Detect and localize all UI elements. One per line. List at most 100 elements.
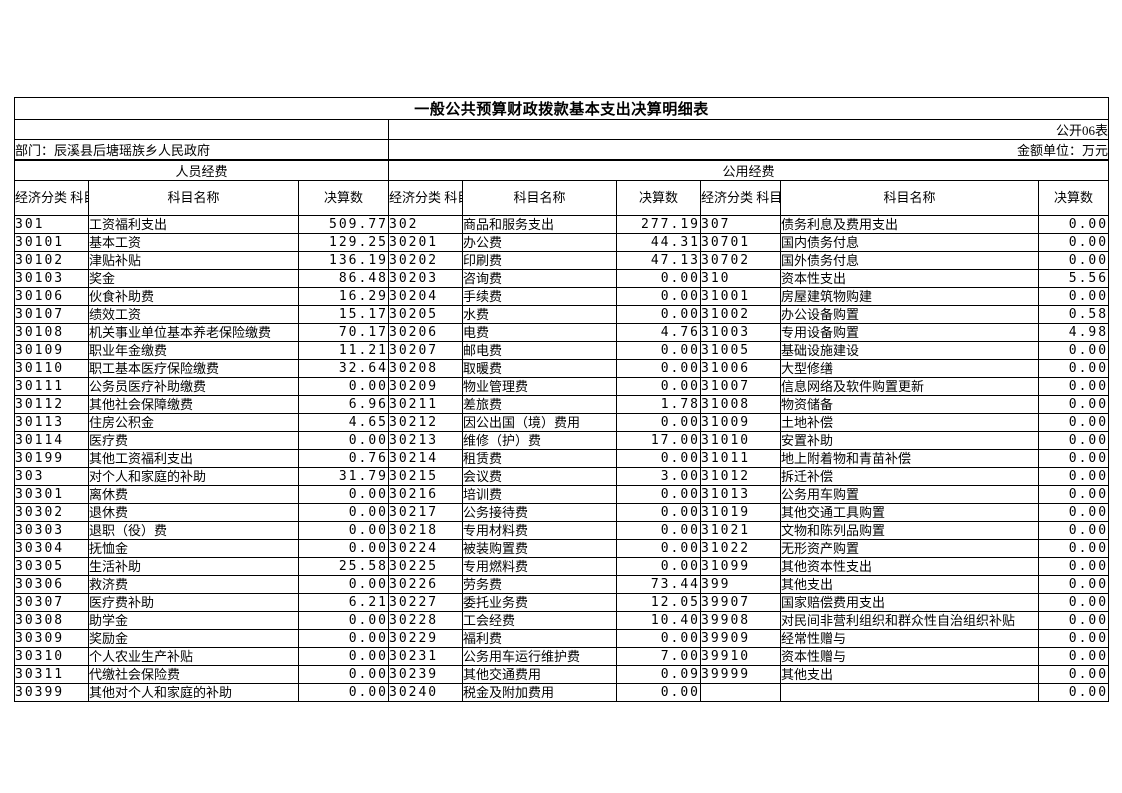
column-header-name: 科目名称 (88, 180, 299, 216)
cell-value: 0.00 (616, 269, 701, 288)
cell-code: 30307 (14, 593, 89, 612)
cell-name: 培训费 (462, 485, 617, 504)
department-label: 部门：辰溪县后塘瑶族乡人民政府 (14, 139, 389, 161)
cell-code: 30218 (388, 521, 463, 540)
cell-code: 30240 (388, 683, 463, 702)
cell-name: 委托业务费 (462, 593, 617, 612)
cell-value: 0.00 (1037, 215, 1110, 234)
cell-value: 0.00 (1037, 521, 1110, 540)
cell-name: 抚恤金 (88, 539, 299, 558)
cell-name: 公务员医疗补助缴费 (88, 377, 299, 396)
cell-code: 30309 (14, 629, 89, 648)
table-row: 30113 住房公积金 4.65 30212 因公出国（境）费用 0.00 31009 土地补… (14, 413, 1110, 432)
cell-value: 0.00 (1037, 413, 1110, 432)
cell-code: 310 (700, 269, 781, 288)
cell-value: 44.31 (616, 233, 701, 252)
cell-value: 129.25 (298, 233, 389, 252)
column-header-value: 决算数 (1037, 180, 1110, 216)
cell-name: 安置补助 (780, 431, 1039, 450)
cell-name: 其他工资福利支出 (88, 449, 299, 468)
cell-name: 专用材料费 (462, 521, 617, 540)
cell-code: 39907 (700, 593, 781, 612)
cell-value: 0.00 (616, 539, 701, 558)
cell-value: 0.00 (1037, 251, 1110, 270)
cell-value: 31.79 (298, 467, 389, 486)
table-row: 30302 退休费 0.00 30217 公务接待费 0.00 31019 其他交通工具购置 0… (14, 503, 1110, 522)
cell-code: 30214 (388, 449, 463, 468)
table-code-label: 公开06表 (387, 119, 1110, 140)
cell-code: 30204 (388, 287, 463, 306)
cell-value: 0.00 (616, 449, 701, 468)
cell-value: 0.00 (616, 485, 701, 504)
column-header-code: 经济分类 科目编码 (388, 180, 463, 216)
cell-name: 其他资本性支出 (780, 557, 1039, 576)
cell-name: 助学金 (88, 611, 299, 630)
cell-name: 债务利息及费用支出 (780, 215, 1039, 234)
cell-value: 0.00 (298, 575, 389, 594)
cell-name: 专用燃料费 (462, 557, 617, 576)
cell-name: 资本性赠与 (780, 647, 1039, 666)
cell-value: 0.00 (616, 629, 701, 648)
cell-name: 职工基本医疗保险缴费 (88, 359, 299, 378)
cell-name: 电费 (462, 323, 617, 342)
cell-code: 30110 (14, 359, 89, 378)
cell-name: 基础设施建设 (780, 341, 1039, 360)
cell-code: 30106 (14, 287, 89, 306)
cell-name: 对民间非营利组织和群众性自治组织补贴 (780, 611, 1039, 630)
cell-code: 30310 (14, 647, 89, 666)
cell-code: 30206 (388, 323, 463, 342)
cell-code: 301 (14, 215, 89, 234)
cell-name: 个人农业生产补贴 (88, 647, 299, 666)
cell-name: 商品和服务支出 (462, 215, 617, 234)
group-header-row: 人员经费 公用经费 (14, 159, 1110, 181)
cell-code: 30207 (388, 341, 463, 360)
cell-code: 30305 (14, 557, 89, 576)
table-row: 30304 抚恤金 0.00 30224 被装购置费 0.00 31022 无形资产购置 0.0… (14, 539, 1110, 558)
cell-value: 5.56 (1037, 269, 1110, 288)
cell-value: 0.00 (616, 683, 701, 702)
cell-code: 30227 (388, 593, 463, 612)
cell-value: 16.29 (298, 287, 389, 306)
cell-name: 差旅费 (462, 395, 617, 414)
table-row: 30303 退职（役）费 0.00 30218 专用材料费 0.00 31021 文物和陈列品… (14, 521, 1110, 540)
table-row: 30101 基本工资 129.25 30201 办公费 44.31 30701 国内债务付息 0… (14, 233, 1110, 252)
cell-value: 0.00 (1037, 665, 1110, 684)
cell-name: 救济费 (88, 575, 299, 594)
cell-value: 0.00 (616, 341, 701, 360)
cell-name: 国内债务付息 (780, 233, 1039, 252)
cell-value: 0.00 (298, 611, 389, 630)
cell-code: 30108 (14, 323, 89, 342)
cell-value: 0.00 (298, 647, 389, 666)
table-row: 30301 离休费 0.00 30216 培训费 0.00 31013 公务用车购置 0.00 (14, 485, 1110, 504)
cell-code (700, 683, 781, 702)
cell-code: 30311 (14, 665, 89, 684)
cell-name: 其他社会保障缴费 (88, 395, 299, 414)
cell-value: 0.00 (298, 683, 389, 702)
cell-value: 10.40 (616, 611, 701, 630)
cell-code: 30211 (388, 395, 463, 414)
cell-name: 文物和陈列品购置 (780, 521, 1039, 540)
cell-name: 房屋建筑物购建 (780, 287, 1039, 306)
unit-label: 金额单位：万元 (387, 139, 1110, 161)
cell-name: 手续费 (462, 287, 617, 306)
cell-name: 资本性支出 (780, 269, 1039, 288)
cell-value: 0.09 (616, 665, 701, 684)
cell-value: 0.00 (616, 287, 701, 306)
cell-value: 32.64 (298, 359, 389, 378)
cell-code: 30228 (388, 611, 463, 630)
cell-name: 物资储备 (780, 395, 1039, 414)
table-row: 30310 个人农业生产补贴 0.00 30231 公务用车运行维护费 7.00 39910… (14, 647, 1110, 666)
cell-value: 12.05 (616, 593, 701, 612)
cell-code: 39910 (700, 647, 781, 666)
cell-code: 30103 (14, 269, 89, 288)
cell-name: 住房公积金 (88, 413, 299, 432)
cell-value: 0.00 (1037, 611, 1110, 630)
table-row: 30108 机关事业单位基本养老保险缴费 70.17 30206 电费 4.76 31003… (14, 323, 1110, 342)
table-row: 30107 绩效工资 15.17 30205 水费 0.00 31002 办公设备购置 0.58 (14, 305, 1110, 324)
cell-name: 伙食补助费 (88, 287, 299, 306)
cell-value: 0.00 (1037, 287, 1110, 306)
table-row: 30112 其他社会保障缴费 6.96 30211 差旅费 1.78 31008 物资储备 0.… (14, 395, 1110, 414)
cell-name: 咨询费 (462, 269, 617, 288)
cell-code: 31006 (700, 359, 781, 378)
column-header-value: 决算数 (298, 180, 389, 216)
